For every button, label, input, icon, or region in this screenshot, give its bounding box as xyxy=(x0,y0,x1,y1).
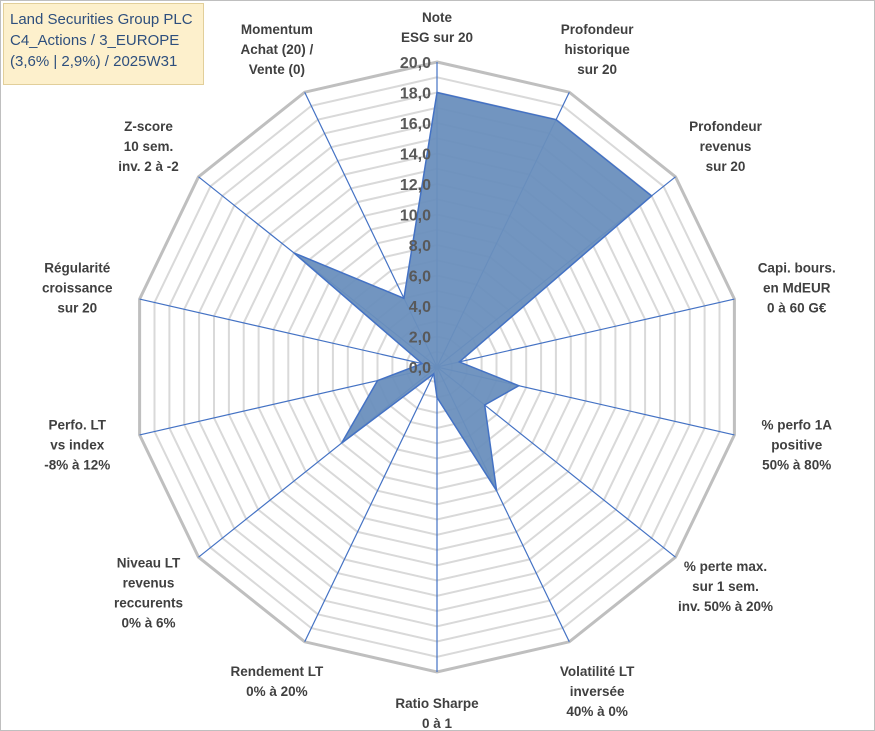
axis-category-label: Note ESG sur 20 xyxy=(401,10,473,45)
axis-category-label-line: 50% à 80% xyxy=(762,458,831,473)
axis-category-label-line: sur 20 xyxy=(577,62,617,77)
axis-category-label: % perfo 1A positive 50% à 80% xyxy=(761,418,832,473)
axis-category-label: Rendement LT 0% à 20% xyxy=(231,664,325,699)
tick-label: 8,0 xyxy=(409,238,431,255)
axis-category-label-line: en MdEUR xyxy=(763,281,831,296)
axis-category-label-line: Capi. bours. xyxy=(758,261,836,276)
axis-category-label-line: % perfo 1A xyxy=(761,418,832,433)
axis-category-label-line: revenus xyxy=(700,139,752,154)
title-line-3: (3,6% | 2,9%) / 2025W31 xyxy=(10,53,178,70)
axis-category-label-line: 0 à 1 xyxy=(422,716,453,731)
axis-category-label: Niveau LT revenus reccurents 0% à 6% xyxy=(114,555,183,630)
axis-category-label-line: Rendement LT xyxy=(231,664,325,679)
axis-category-label: Profondeur revenus sur 20 xyxy=(689,119,762,174)
tick-label: 2,0 xyxy=(409,330,431,347)
axis-category-label-line: -8% à 12% xyxy=(44,458,110,473)
tick-label: 18,0 xyxy=(400,86,431,103)
title-line-2: C4_Actions / 3_EUROPE xyxy=(10,32,180,49)
axis-category-label-line: ESG sur 20 xyxy=(401,30,473,45)
axis-category-label: Volatilité LT inversée 40% à 0% xyxy=(560,664,635,719)
axis-category-label-line: % perte max. xyxy=(684,559,767,574)
axis-spoke xyxy=(304,366,438,643)
axis-spoke xyxy=(139,298,438,368)
axis-category-label-line: sur 1 sem. xyxy=(692,579,759,594)
axis-category-label: Z-score 10 sem. inv. 2 à -2 xyxy=(118,119,179,174)
series-area xyxy=(293,91,653,492)
axis-spoke xyxy=(436,298,735,368)
tick-label: 4,0 xyxy=(409,299,431,316)
axis-category-label-line: inv. 50% à 20% xyxy=(678,599,773,614)
axis-category-label: % perte max. sur 1 sem. inv. 50% à 20% xyxy=(678,559,773,614)
axis-category-label-line: reccurents xyxy=(114,595,183,610)
axis-category-label-line: Ratio Sharpe xyxy=(395,696,479,711)
axis-category-label-line: positive xyxy=(771,438,823,453)
axis-category-label-line: sur 20 xyxy=(57,301,97,316)
axis-category-label: Capi. bours. en MdEUR 0 à 60 G€ xyxy=(758,261,836,316)
axis-category-label-line: Achat (20) / xyxy=(241,42,314,57)
axis-category-label-line: Niveau LT xyxy=(117,555,181,570)
axis-category-label-line: Profondeur xyxy=(689,119,762,134)
axis-category-label-line: Perfo. LT xyxy=(49,418,107,433)
axis-category-label-line: inv. 2 à -2 xyxy=(118,159,179,174)
axis-category-label: Momentum Achat (20) / Vente (0) xyxy=(241,22,314,77)
axis-category-label: Ratio Sharpe 0 à 1 xyxy=(395,696,479,731)
axis-category-label-line: Z-score xyxy=(124,119,173,134)
axis-category-label: Profondeur historique sur 20 xyxy=(561,22,634,77)
axis-category-label-line: 10 sem. xyxy=(124,139,174,154)
tick-label: 0,0 xyxy=(409,360,431,377)
tick-label: 10,0 xyxy=(400,208,431,225)
axis-category-label-line: Régularité xyxy=(44,261,111,276)
tick-label: 6,0 xyxy=(409,269,431,286)
tick-label: 14,0 xyxy=(400,147,431,164)
axis-category-label-line: vs index xyxy=(50,438,105,453)
axis-category-label-line: Profondeur xyxy=(561,22,634,37)
axis-category-label-line: inversée xyxy=(570,684,625,699)
axis-category-label-line: 0% à 20% xyxy=(246,684,308,699)
axis-category-label: Régularité croissance sur 20 xyxy=(42,261,113,316)
axis-category-label-line: Vente (0) xyxy=(249,62,305,77)
title-box: Land Securities Group PLC C4_Actions / 3… xyxy=(3,3,204,85)
axis-category-label-line: revenus xyxy=(123,575,175,590)
axis-category-label-line: Momentum xyxy=(241,22,313,37)
title-line-1: Land Securities Group PLC xyxy=(10,11,193,28)
axis-category-label: Perfo. LT vs index -8% à 12% xyxy=(44,418,110,473)
tick-label: 16,0 xyxy=(400,116,431,133)
tick-label: 20,0 xyxy=(400,55,431,72)
axis-category-label-line: Volatilité LT xyxy=(560,664,635,679)
tick-label: 12,0 xyxy=(400,177,431,194)
axis-category-label-line: 0% à 6% xyxy=(121,615,175,630)
axis-category-label-line: croissance xyxy=(42,281,113,296)
axis-category-label-line: historique xyxy=(564,42,630,57)
axis-category-label-line: Note xyxy=(422,10,452,25)
axis-category-label-line: sur 20 xyxy=(706,159,746,174)
axis-category-label-line: 40% à 0% xyxy=(566,704,628,719)
axis-category-label-line: 0 à 60 G€ xyxy=(767,301,827,316)
